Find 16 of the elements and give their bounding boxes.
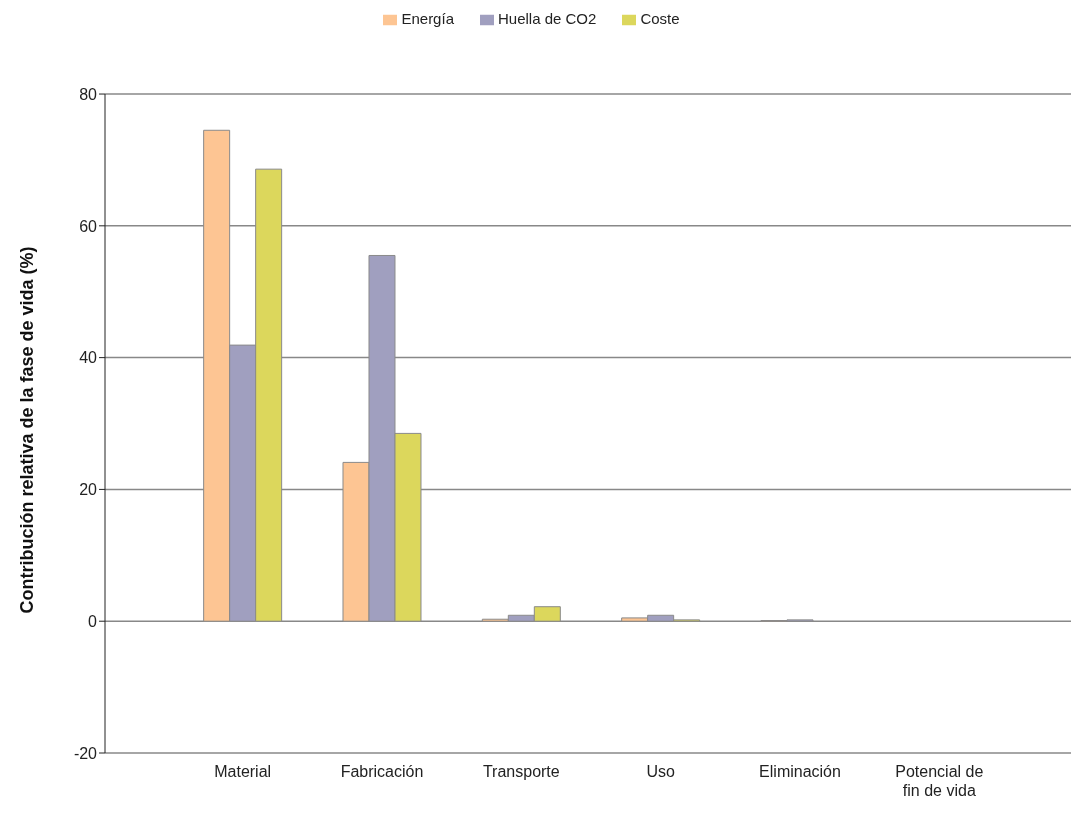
y-tick-label: 40 xyxy=(79,349,98,367)
x-tick-label: Fabricación xyxy=(340,763,424,780)
x-tick-label: Eliminación xyxy=(759,763,841,780)
y-tick-label: 60 xyxy=(79,217,98,235)
x-tick-label: Potencial de fin de vida xyxy=(895,763,984,799)
legend-label: Coste xyxy=(640,10,680,27)
y-tick-label: 0 xyxy=(88,612,98,630)
x-tick-label: Material xyxy=(214,763,272,780)
y-tick-label: 80 xyxy=(79,85,98,103)
y-tick-label: -20 xyxy=(73,744,98,762)
x-tick-label: Transporte xyxy=(482,763,560,780)
legend-label: Energía xyxy=(401,10,454,27)
y-tick-label: 20 xyxy=(79,481,98,499)
y-axis-title: Contribución relativa de la fase de vida (%) xyxy=(17,246,38,614)
legend-label: Huella de CO2 xyxy=(497,10,597,27)
x-tick-label: Uso xyxy=(646,763,675,780)
